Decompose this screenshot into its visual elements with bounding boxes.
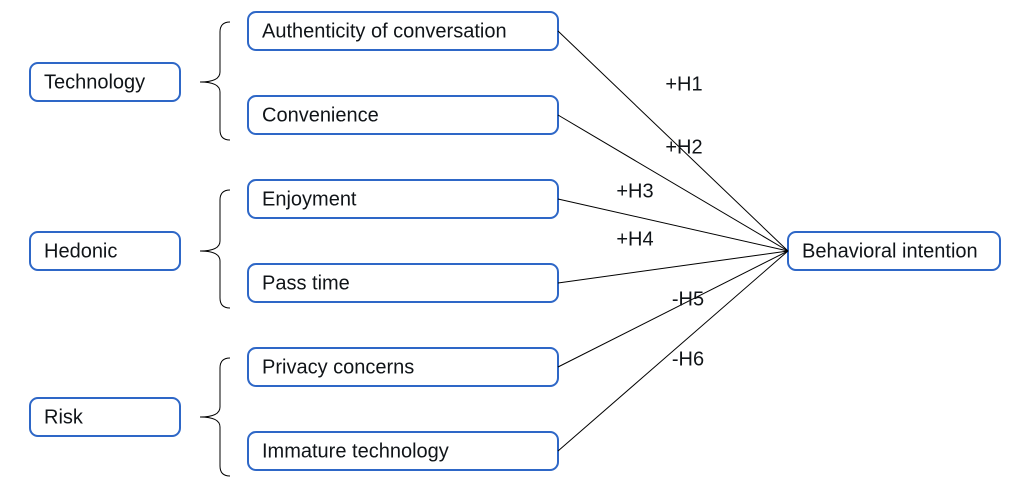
factor-enjoyment-label: Enjoyment — [262, 188, 357, 210]
factor-authenticity-label: Authenticity of conversation — [262, 20, 507, 42]
factor-privacy-label: Privacy concerns — [262, 356, 414, 378]
edge-label-authenticity: +H1 — [665, 73, 702, 95]
category-risk-label: Risk — [44, 406, 84, 428]
factor-passtime-label: Pass time — [262, 272, 350, 294]
research-model-diagram: Technology Hedonic Risk Authenticity of con… — [0, 0, 1024, 503]
factor-immature-label: Immature technology — [262, 440, 449, 462]
category-technology-label: Technology — [44, 71, 145, 93]
category-hedonic-label: Hedonic — [44, 240, 117, 262]
edge-label-passtime: +H4 — [616, 228, 653, 250]
edge-label-convenience: +H2 — [665, 136, 702, 158]
factor-convenience-label: Convenience — [262, 104, 379, 126]
outcome-intention-label: Behavioral intention — [802, 240, 978, 262]
edge-label-enjoyment: +H3 — [616, 180, 653, 202]
edge-label-privacy: -H5 — [672, 288, 704, 310]
edge-label-immature: -H6 — [672, 348, 704, 370]
